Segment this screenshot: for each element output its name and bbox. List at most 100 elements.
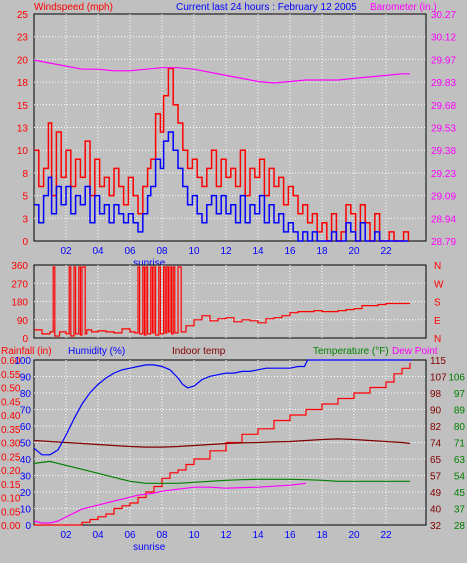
humidity-tick-label: 60 (20, 422, 32, 433)
indoor-temp-tick-label: 82 (430, 422, 442, 433)
barometer-tick-label: 29.23 (431, 169, 456, 180)
indoor-temp-tick-label: 115 (430, 356, 446, 367)
humidity-tick-label: 90 (20, 373, 32, 384)
humidity-tick-label: 80 (20, 389, 32, 400)
weather-x-tick-label: 12 (220, 530, 232, 541)
rainfall-tick-label: 0.10 (1, 494, 21, 505)
barometer-axis-label: Barometer (in.) (370, 2, 437, 13)
direction-compass-tick-label: W (434, 279, 444, 290)
barometer-tick-label: 29.09 (431, 192, 456, 203)
rainfall-tick-label: 0.15 (1, 480, 21, 491)
barometer-tick-label: 29.38 (431, 146, 456, 157)
barometer-tick-label: 28.94 (431, 214, 456, 225)
rainfall-tick-label: 0.05 (1, 507, 21, 518)
humidity-line (33, 359, 412, 456)
wind-x-tick-label: 20 (348, 246, 360, 257)
dew-point-axis-label: Dew Point (392, 346, 438, 357)
temperature-tick-label: 106 (448, 373, 465, 384)
temperature-tick-label: 89 (454, 406, 466, 417)
dew-point-line (33, 482, 307, 524)
temperature-tick-label: 97 (454, 389, 466, 400)
direction-degrees-tick-label: 270 (11, 279, 28, 290)
temperature-tick-label: 28 (454, 521, 466, 532)
barometer-tick-label: 30.12 (431, 33, 456, 44)
humidity-tick-label: 30 (20, 472, 32, 483)
windspeed-tick-label: 8 (22, 169, 28, 180)
temperature-tick-label: 71 (454, 439, 466, 450)
windspeed-tick-label: 23 (17, 33, 29, 44)
windspeed-tick-label: 3 (22, 214, 28, 225)
windspeed-tick-label: 0 (22, 237, 28, 248)
sunrise-label: sunrise (133, 258, 166, 269)
humidity-tick-label: 70 (20, 406, 32, 417)
wind-x-tick-label: 14 (252, 246, 264, 257)
rainfall-tick-label: 0.35 (1, 425, 21, 436)
humidity-axis-label: Humidity (%) (68, 346, 125, 357)
humidity-tick-label: 10 (20, 505, 32, 516)
humidity-tick-label: 100 (14, 356, 31, 367)
wind-x-tick-label: 02 (60, 246, 72, 257)
chart-title: Current last 24 hours : February 12 2005 (176, 2, 357, 13)
temperature-tick-label: 63 (454, 455, 466, 466)
barometer-tick-label: 29.53 (431, 124, 456, 135)
rainfall-tick-label: 0.60 (1, 356, 21, 367)
indoor-temp-tick-label: 65 (430, 455, 442, 466)
indoor-temp-label: Indoor temp (172, 346, 226, 357)
windspeed-tick-label: 18 (17, 78, 29, 89)
indoor-temp-tick-label: 49 (430, 488, 442, 499)
weather-x-tick-label: 04 (92, 530, 104, 541)
indoor-temp-tick-label: 57 (430, 472, 442, 483)
direction-compass-tick-label: S (434, 298, 441, 309)
temperature-tick-label: 54 (454, 472, 466, 483)
weather-x-tick-label: 02 (60, 530, 72, 541)
indoor-temp-tick-label: 90 (430, 406, 442, 417)
humidity-tick-label: 40 (20, 455, 32, 466)
weather-x-tick-label: 16 (284, 530, 296, 541)
windspeed-tick-label: 25 (17, 10, 29, 21)
temperature-tick-label: 37 (454, 505, 466, 516)
wind-direction-line (34, 266, 410, 337)
wind-x-tick-label: 06 (124, 246, 136, 257)
barometer-line (33, 59, 410, 84)
wind-x-tick-label: 10 (188, 246, 200, 257)
temperature-axis-label: Temperature (°F) (313, 346, 389, 357)
direction-degrees-tick-label: 0 (22, 334, 28, 345)
weather-x-tick-label: 08 (156, 530, 168, 541)
indoor-temp-tick-label: 40 (430, 505, 442, 516)
rainfall-tick-label: 0.50 (1, 384, 21, 395)
direction-compass-tick-label: N (434, 261, 441, 272)
rainfall-tick-label: 0.25 (1, 452, 21, 463)
wind-gust-line (34, 67, 410, 242)
temperature-tick-label: 45 (454, 488, 466, 499)
direction-degrees-tick-label: 360 (11, 261, 28, 272)
rainfall-tick-label: 0.30 (1, 439, 21, 450)
direction-degrees-tick-label: 90 (17, 316, 29, 327)
windspeed-tick-label: 10 (17, 146, 29, 157)
temperature-line (33, 460, 410, 484)
windspeed-tick-label: 13 (17, 124, 29, 135)
indoor-temp-tick-label: 74 (430, 439, 442, 450)
weather-x-tick-label: 14 (252, 530, 264, 541)
wind-x-tick-label: 18 (316, 246, 328, 257)
wind-x-tick-label: 22 (380, 246, 392, 257)
indoor-temp-line (33, 438, 411, 448)
wind-x-tick-label: 08 (156, 246, 168, 257)
windspeed-line (34, 131, 409, 242)
weather-x-tick-label: 20 (348, 530, 360, 541)
windspeed-tick-label: 20 (17, 55, 29, 66)
weather-x-tick-label: 22 (380, 530, 392, 541)
indoor-temp-tick-label: 32 (430, 521, 442, 532)
rainfall-line (34, 362, 411, 526)
rainfall-axis-label: Rainfall (in) (1, 346, 52, 357)
windspeed-tick-label: 5 (22, 192, 28, 203)
indoor-temp-tick-label: 98 (430, 389, 442, 400)
rainfall-tick-label: 0.55 (1, 370, 21, 381)
windspeed-tick-label: 15 (17, 101, 29, 112)
direction-compass-tick-label: E (434, 316, 441, 327)
rainfall-tick-label: 0.40 (1, 411, 21, 422)
barometer-tick-label: 29.68 (431, 101, 456, 112)
rainfall-tick-label: 0.45 (1, 397, 21, 408)
weather-x-tick-label: 10 (188, 530, 200, 541)
